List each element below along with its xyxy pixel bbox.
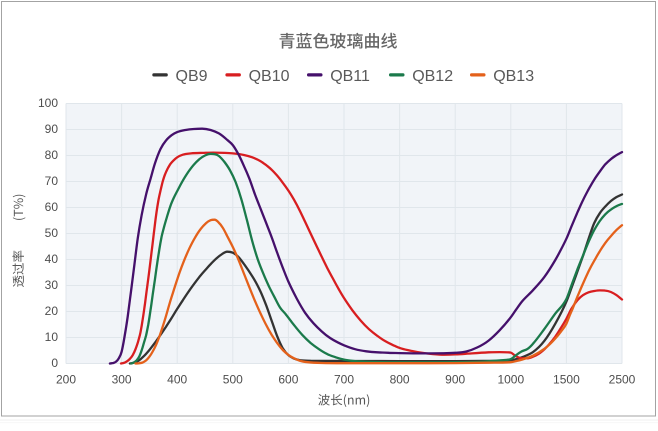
svg-text:30: 30 xyxy=(45,278,59,292)
svg-text:QB13: QB13 xyxy=(493,68,534,85)
svg-text:QB12: QB12 xyxy=(412,68,453,85)
svg-text:500: 500 xyxy=(223,373,243,387)
svg-text:10: 10 xyxy=(45,330,59,344)
svg-text:900: 900 xyxy=(445,373,465,387)
svg-text:100: 100 xyxy=(38,96,58,110)
svg-text:QB9: QB9 xyxy=(176,68,208,85)
svg-text:90: 90 xyxy=(45,122,59,136)
svg-text:400: 400 xyxy=(167,373,187,387)
svg-text:700: 700 xyxy=(334,373,354,387)
svg-text:50: 50 xyxy=(45,226,59,240)
svg-text:0: 0 xyxy=(51,356,58,370)
svg-text:QB10: QB10 xyxy=(249,68,290,85)
svg-text:300: 300 xyxy=(112,373,132,387)
svg-text:80: 80 xyxy=(45,148,59,162)
svg-text:800: 800 xyxy=(390,373,410,387)
svg-text:600: 600 xyxy=(278,373,298,387)
svg-text:70: 70 xyxy=(45,174,59,188)
svg-text:40: 40 xyxy=(45,252,59,266)
svg-text:20: 20 xyxy=(45,304,59,318)
svg-text:1500: 1500 xyxy=(553,373,580,387)
svg-text:2500: 2500 xyxy=(609,373,636,387)
svg-text:1000: 1000 xyxy=(497,373,524,387)
svg-text:QB11: QB11 xyxy=(330,68,370,85)
svg-text:60: 60 xyxy=(45,200,59,214)
svg-text:200: 200 xyxy=(56,373,76,387)
